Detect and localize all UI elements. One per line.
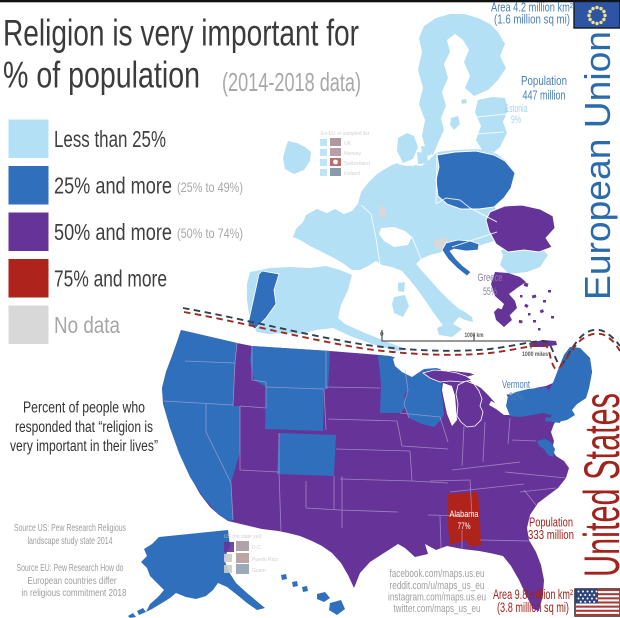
svg-text:Guam: Guam [252,568,266,574]
svg-text:Ex-EU or sampled list: Ex-EU or sampled list [321,131,370,137]
svg-text:Source EU: Pew Research How do: Source EU: Pew Research How do [17,562,124,574]
svg-text:Less than 25%: Less than 25% [54,126,166,152]
svg-text:Area 9.8 million km²: Area 9.8 million km² [493,587,573,602]
svg-text:1000 km: 1000 km [465,332,484,339]
svg-text:Greece: Greece [478,272,503,284]
svg-text:Percent of people who: Percent of people who [23,400,145,417]
svg-text:in religious commitment 2018: in religious commitment 2018 [22,587,127,599]
svg-text:United States: United States [574,393,620,577]
svg-text:facebook.com/maps.us.eu: facebook.com/maps.us.eu [390,568,485,580]
svg-text:Area 4.2 million km²: Area 4.2 million km² [491,1,573,15]
svg-text:75% and more: 75% and more [54,266,167,292]
svg-text:50% and more: 50% and more [54,219,172,245]
svg-text:Religion is very important for: Religion is very important for [3,13,359,54]
svg-text:reddit.com/u/maps_us_eu: reddit.com/u/maps_us_eu [390,580,485,592]
svg-text:25% and more: 25% and more [54,173,172,199]
svg-text:(50% to 74%): (50% to 74%) [177,225,243,241]
svg-text:77%: 77% [458,521,471,532]
svg-text:Estonia: Estonia [505,103,529,115]
svg-text:No data: No data [54,312,120,338]
svg-text:447 million: 447 million [523,89,566,103]
svg-text:very important in their lives”: very important in their lives” [10,438,158,455]
svg-text:Population: Population [521,74,567,88]
svg-text:9%: 9% [511,114,521,126]
svg-text:0: 0 [380,331,384,338]
svg-text:Iceland: Iceland [344,171,360,177]
svg-text:(3.8 million sq mi): (3.8 million sq mi) [497,600,569,615]
svg-text:Puerto Rico: Puerto Rico [252,557,278,563]
svg-text:Norway: Norway [344,151,361,157]
svg-text:UK: UK [344,141,352,147]
svg-text:% of population: % of population [3,55,200,96]
svg-text:European Union: European Union [577,31,618,300]
svg-text:Alabama: Alabama [450,509,480,520]
svg-text:Population: Population [529,515,573,530]
svg-text:Source US: Pew Research Religi: Source US: Pew Research Religious [14,522,126,534]
svg-text:333 million: 333 million [528,527,574,542]
svg-text:landscape study state 2014: landscape study state 2014 [28,535,113,547]
svg-text:European countries differ: European countries differ [28,575,117,587]
svg-text:responded that “religion is: responded that “religion is [15,419,153,436]
svg-text:Switzerland: Switzerland [344,161,370,167]
svg-text:D.C.: D.C. [252,545,262,551]
svg-text:(25% to 49%): (25% to 49%) [177,179,243,195]
svg-text:(2014-2018 data): (2014-2018 data) [222,67,361,97]
svg-text:55%: 55% [483,286,497,298]
svg-text:instagram.com/maps.us.eu: instagram.com/maps.us.eu [388,592,486,604]
svg-text:twitter.com/maps_us_eu: twitter.com/maps_us_eu [394,603,481,615]
svg-text:1000 miles: 1000 miles [522,351,548,358]
svg-text:Vermont: Vermont [502,379,530,391]
svg-text:US (no state yet):: US (no state yet): [224,534,263,540]
svg-text:32%: 32% [509,391,523,403]
svg-text:(1.6 million sq mi): (1.6 million sq mi) [494,13,570,27]
